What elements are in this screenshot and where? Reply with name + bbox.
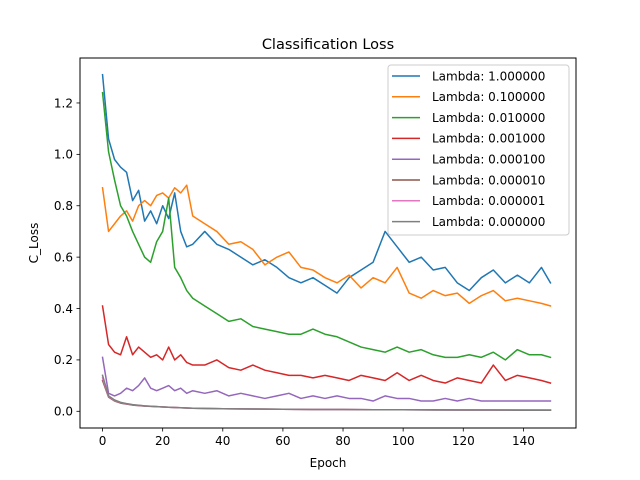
series-line-3 [101,305,552,384]
y-axis-label: C_Loss [27,223,41,264]
y-axis-ticks: 0.0 0.2 0.4 0.6 0.8 1.0 1.2 [54,96,80,419]
legend-label-1: Lambda: 0.100000 [432,90,545,104]
legend-label-6: Lambda: 0.000001 [432,194,545,208]
y-tick-label: 1.0 [54,148,73,162]
x-tick-label: 140 [512,434,535,448]
plot-lines [101,73,552,412]
x-tick-label: 20 [155,434,170,448]
series-line-0 [101,73,552,294]
legend-label-4: Lambda: 0.000100 [432,153,545,167]
y-tick-label: 0.4 [54,302,73,316]
legend: Lambda: 1.000000 Lambda: 0.100000 Lambda: … [387,64,570,236]
y-tick-label: 0.0 [54,405,73,419]
x-tick-label: 100 [392,434,415,448]
legend-label-5: Lambda: 0.000010 [432,173,545,187]
legend-label-3: Lambda: 0.001000 [432,132,545,146]
legend-box [387,64,570,236]
x-tick-label: 0 [99,434,107,448]
legend-label-0: Lambda: 1.000000 [432,69,545,83]
series-line-1 [101,184,552,307]
legend-label-2: Lambda: 0.010000 [432,111,545,125]
series-line-7 [101,374,552,412]
chart-title: Classification Loss [262,37,394,53]
y-tick-label: 0.2 [54,353,73,367]
y-tick-label: 0.8 [54,199,73,213]
y-tick-label: 1.2 [54,96,73,110]
x-tick-label: 120 [452,434,475,448]
series-line-4 [101,356,552,402]
x-tick-label: 80 [335,434,350,448]
x-axis-ticks: 0 20 40 60 80 100 120 140 [99,428,535,448]
x-tick-label: 60 [275,434,290,448]
plot-frame [79,57,577,429]
y-tick-label: 0.6 [54,250,73,264]
series-line-2 [101,91,552,361]
x-tick-label: 40 [215,434,230,448]
legend-label-7: Lambda: 0.000000 [432,215,545,229]
x-axis-label: Epoch [310,456,347,470]
